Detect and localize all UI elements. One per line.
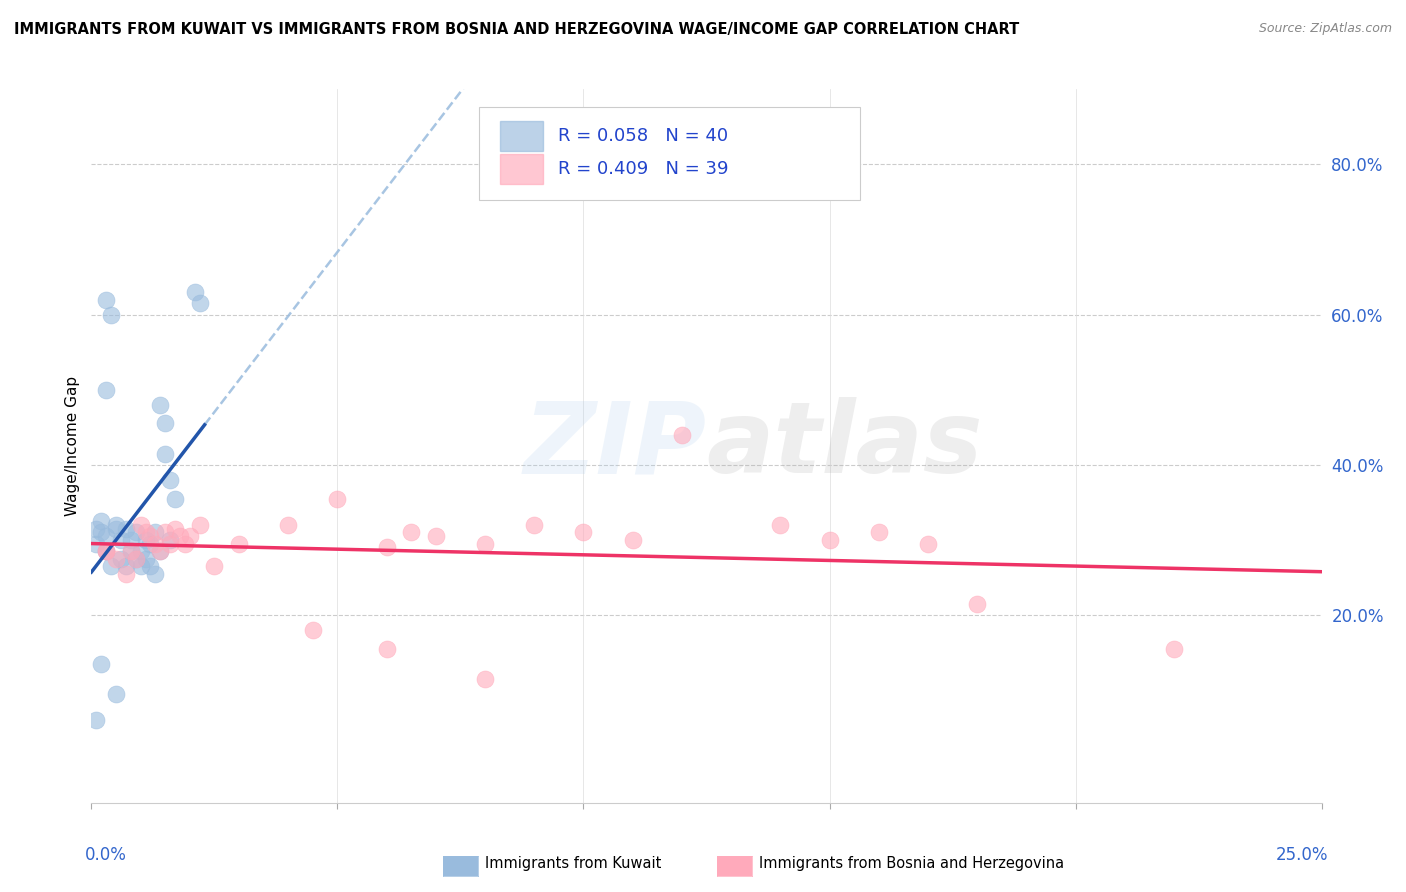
Text: 0.0%: 0.0%: [86, 846, 127, 863]
Point: [110, 533, 132, 547]
Point: [179, 529, 201, 543]
Point: [90, 657, 112, 671]
Point: [145, 566, 166, 581]
Point: [100, 308, 122, 322]
Point: [474, 536, 496, 550]
Point: [228, 536, 250, 550]
Point: [96, 544, 117, 558]
Point: [326, 491, 349, 506]
Point: [114, 559, 138, 574]
Bar: [501, 154, 543, 184]
Text: Immigrants from Kuwait: Immigrants from Kuwait: [485, 856, 661, 871]
Point: [277, 517, 299, 532]
Point: [124, 525, 146, 540]
Point: [100, 559, 122, 574]
Point: [105, 551, 127, 566]
Point: [114, 522, 138, 536]
Point: [135, 551, 156, 566]
Text: ZIP: ZIP: [523, 398, 706, 494]
Point: [917, 536, 939, 550]
Point: [105, 517, 127, 532]
Point: [153, 446, 177, 460]
FancyBboxPatch shape: [479, 107, 860, 200]
Point: [159, 473, 181, 487]
Point: [124, 551, 146, 566]
Point: [96, 544, 117, 558]
Point: [96, 383, 117, 397]
Point: [120, 544, 142, 558]
Point: [105, 687, 127, 701]
Point: [129, 517, 152, 532]
Point: [425, 529, 447, 543]
Point: [399, 525, 422, 540]
Text: Immigrants from Bosnia and Herzegovina: Immigrants from Bosnia and Herzegovina: [759, 856, 1064, 871]
Point: [868, 525, 890, 540]
Point: [96, 544, 117, 558]
Text: 25.0%: 25.0%: [1275, 846, 1327, 863]
Point: [124, 551, 146, 566]
Point: [818, 533, 841, 547]
Text: Source: ZipAtlas.com: Source: ZipAtlas.com: [1258, 22, 1392, 36]
Point: [159, 533, 181, 547]
Point: [523, 517, 546, 532]
Point: [129, 559, 152, 574]
Point: [188, 517, 211, 532]
Point: [86, 522, 108, 536]
Point: [145, 536, 166, 550]
Point: [139, 559, 162, 574]
Text: IMMIGRANTS FROM KUWAIT VS IMMIGRANTS FROM BOSNIA AND HERZEGOVINA WAGE/INCOME GAP: IMMIGRANTS FROM KUWAIT VS IMMIGRANTS FRO…: [14, 22, 1019, 37]
Text: R = 0.409   N = 39: R = 0.409 N = 39: [558, 161, 728, 178]
Point: [202, 559, 225, 574]
Point: [86, 536, 108, 550]
Point: [139, 536, 162, 550]
Point: [135, 533, 156, 547]
Point: [174, 536, 197, 550]
Point: [966, 597, 988, 611]
Point: [96, 529, 117, 543]
Bar: [501, 120, 543, 151]
Point: [114, 566, 138, 581]
Point: [1163, 641, 1185, 656]
Point: [183, 285, 207, 299]
Text: atlas: atlas: [706, 398, 983, 494]
Point: [135, 525, 156, 540]
Point: [671, 427, 693, 442]
Point: [149, 544, 172, 558]
Point: [301, 623, 323, 637]
Point: [145, 525, 166, 540]
Point: [153, 417, 177, 431]
Point: [163, 491, 186, 506]
Point: [572, 525, 595, 540]
Point: [139, 529, 162, 543]
Point: [621, 533, 644, 547]
Point: [90, 514, 112, 528]
Point: [129, 544, 152, 558]
Point: [169, 529, 191, 543]
Point: [375, 641, 398, 656]
Point: [153, 525, 177, 540]
Point: [769, 517, 792, 532]
Point: [90, 525, 112, 540]
Point: [120, 533, 142, 547]
Point: [96, 293, 117, 307]
Point: [86, 713, 108, 727]
Point: [188, 296, 211, 310]
Point: [149, 398, 172, 412]
Y-axis label: Wage/Income Gap: Wage/Income Gap: [65, 376, 80, 516]
Text: R = 0.058   N = 40: R = 0.058 N = 40: [558, 127, 728, 145]
Point: [120, 544, 142, 558]
Point: [163, 522, 186, 536]
Point: [149, 544, 172, 558]
Point: [110, 551, 132, 566]
Point: [375, 541, 398, 555]
Point: [159, 536, 181, 550]
Point: [474, 672, 496, 686]
Point: [105, 522, 127, 536]
